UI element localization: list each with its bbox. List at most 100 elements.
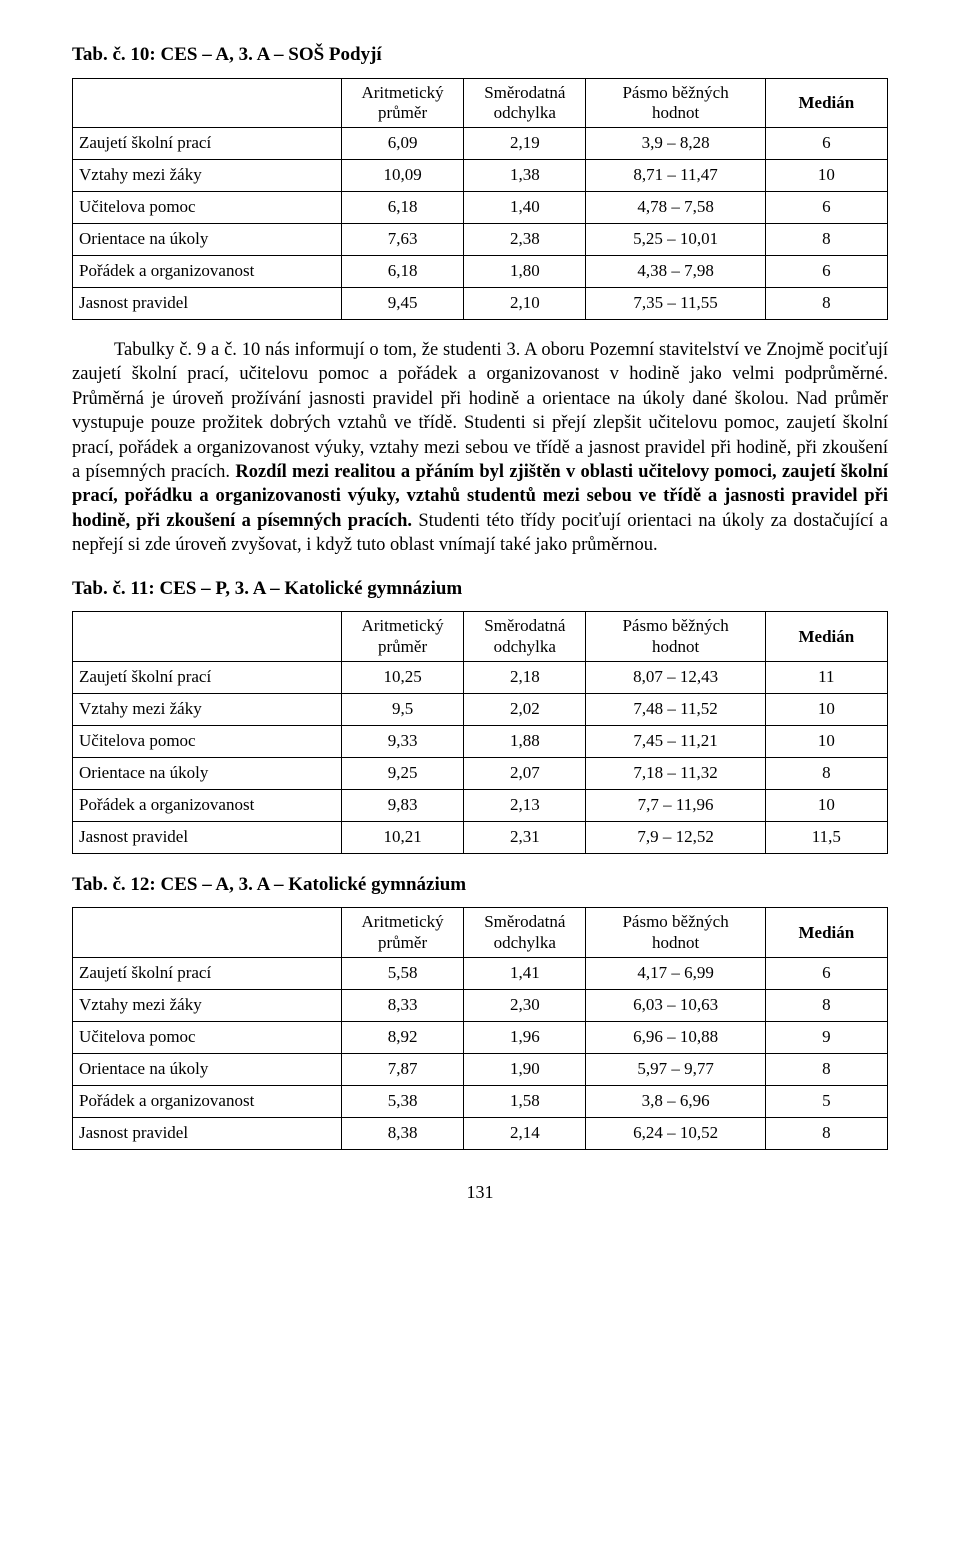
cell-value: 7,7 – 11,96 <box>586 789 765 821</box>
cell-value: 4,78 – 7,58 <box>586 192 765 224</box>
cell-value: 2,13 <box>464 789 586 821</box>
cell-value: 1,80 <box>464 256 586 288</box>
cell-value: 7,9 – 12,52 <box>586 821 765 853</box>
cell-value: 10 <box>765 789 887 821</box>
cell-value: 10 <box>765 694 887 726</box>
cell-value: 9,25 <box>341 757 463 789</box>
cell-value: 5,25 – 10,01 <box>586 224 765 256</box>
table2: AritmetickýprůměrSměrodatnáodchylkaPásmo… <box>72 611 888 853</box>
cell-value: 10,25 <box>341 662 463 694</box>
table-row: Pořádek a organizovanost6,181,804,38 – 7… <box>73 256 888 288</box>
table-row: Zaujetí školní prací10,252,188,07 – 12,4… <box>73 662 888 694</box>
cell-value: 8,92 <box>341 1022 463 1054</box>
table-header-col: Směrodatnáodchylka <box>464 78 586 128</box>
cell-value: 10,09 <box>341 160 463 192</box>
cell-value: 3,8 – 6,96 <box>586 1085 765 1117</box>
row-label: Učitelova pomoc <box>73 192 342 224</box>
cell-value: 10 <box>765 160 887 192</box>
cell-value: 4,17 – 6,99 <box>586 958 765 990</box>
cell-value: 7,48 – 11,52 <box>586 694 765 726</box>
row-label: Orientace na úkoly <box>73 224 342 256</box>
table-header-blank <box>73 78 342 128</box>
cell-value: 6 <box>765 958 887 990</box>
row-label: Vztahy mezi žáky <box>73 694 342 726</box>
row-label: Jasnost pravidel <box>73 1117 342 1149</box>
table-row: Zaujetí školní prací5,581,414,17 – 6,996 <box>73 958 888 990</box>
page-number: 131 <box>72 1180 888 1204</box>
table-header-col: Pásmo běžnýchhodnot <box>586 78 765 128</box>
table-row: Jasnost pravidel10,212,317,9 – 12,5211,5 <box>73 821 888 853</box>
table-row: Pořádek a organizovanost5,381,583,8 – 6,… <box>73 1085 888 1117</box>
table-header-blank <box>73 612 342 662</box>
cell-value: 5 <box>765 1085 887 1117</box>
table-header-col: Medián <box>765 908 887 958</box>
cell-value: 9 <box>765 1022 887 1054</box>
table-row: Pořádek a organizovanost9,832,137,7 – 11… <box>73 789 888 821</box>
row-label: Pořádek a organizovanost <box>73 256 342 288</box>
table-header-col: Aritmetickýprůměr <box>341 78 463 128</box>
cell-value: 2,19 <box>464 128 586 160</box>
cell-value: 6,24 – 10,52 <box>586 1117 765 1149</box>
cell-value: 9,33 <box>341 726 463 758</box>
row-label: Jasnost pravidel <box>73 288 342 320</box>
table2-title: Tab. č. 11: CES – P, 3. A – Katolické gy… <box>72 576 888 602</box>
cell-value: 1,90 <box>464 1053 586 1085</box>
row-label: Orientace na úkoly <box>73 1053 342 1085</box>
cell-value: 3,9 – 8,28 <box>586 128 765 160</box>
cell-value: 2,10 <box>464 288 586 320</box>
row-label: Učitelova pomoc <box>73 1022 342 1054</box>
table-row: Učitelova pomoc9,331,887,45 – 11,2110 <box>73 726 888 758</box>
table1-title: Tab. č. 10: CES – A, 3. A – SOŠ Podyjí <box>72 42 888 68</box>
cell-value: 5,97 – 9,77 <box>586 1053 765 1085</box>
cell-value: 2,38 <box>464 224 586 256</box>
cell-value: 7,18 – 11,32 <box>586 757 765 789</box>
table-row: Orientace na úkoly7,632,385,25 – 10,018 <box>73 224 888 256</box>
table-header-blank <box>73 908 342 958</box>
row-label: Pořádek a organizovanost <box>73 1085 342 1117</box>
analysis-paragraph: Tabulky č. 9 a č. 10 nás informují o tom… <box>72 338 888 558</box>
cell-value: 4,38 – 7,98 <box>586 256 765 288</box>
cell-value: 6 <box>765 128 887 160</box>
cell-value: 1,96 <box>464 1022 586 1054</box>
cell-value: 6 <box>765 256 887 288</box>
table-header-col: Aritmetickýprůměr <box>341 908 463 958</box>
table-header-col: Pásmo běžnýchhodnot <box>586 612 765 662</box>
cell-value: 8 <box>765 757 887 789</box>
row-label: Vztahy mezi žáky <box>73 160 342 192</box>
cell-value: 6,03 – 10,63 <box>586 990 765 1022</box>
table-row: Učitelova pomoc6,181,404,78 – 7,586 <box>73 192 888 224</box>
cell-value: 2,18 <box>464 662 586 694</box>
table-header-col: Směrodatnáodchylka <box>464 908 586 958</box>
row-label: Zaujetí školní prací <box>73 128 342 160</box>
table-row: Jasnost pravidel9,452,107,35 – 11,558 <box>73 288 888 320</box>
cell-value: 10,21 <box>341 821 463 853</box>
cell-value: 8,33 <box>341 990 463 1022</box>
cell-value: 5,58 <box>341 958 463 990</box>
table-row: Vztahy mezi žáky8,332,306,03 – 10,638 <box>73 990 888 1022</box>
cell-value: 1,40 <box>464 192 586 224</box>
cell-value: 6,18 <box>341 192 463 224</box>
cell-value: 11,5 <box>765 821 887 853</box>
table3-title: Tab. č. 12: CES – A, 3. A – Katolické gy… <box>72 872 888 898</box>
table-row: Vztahy mezi žáky9,52,027,48 – 11,5210 <box>73 694 888 726</box>
row-label: Jasnost pravidel <box>73 821 342 853</box>
table-header-col: Pásmo běžnýchhodnot <box>586 908 765 958</box>
row-label: Učitelova pomoc <box>73 726 342 758</box>
para-seg1: Tabulky č. 9 a č. 10 nás informují o tom… <box>72 340 888 482</box>
cell-value: 8 <box>765 1053 887 1085</box>
cell-value: 2,07 <box>464 757 586 789</box>
cell-value: 2,14 <box>464 1117 586 1149</box>
cell-value: 8 <box>765 1117 887 1149</box>
table-row: Učitelova pomoc8,921,966,96 – 10,889 <box>73 1022 888 1054</box>
table-row: Orientace na úkoly7,871,905,97 – 9,778 <box>73 1053 888 1085</box>
cell-value: 7,87 <box>341 1053 463 1085</box>
table-header-col: Medián <box>765 78 887 128</box>
row-label: Pořádek a organizovanost <box>73 789 342 821</box>
cell-value: 7,35 – 11,55 <box>586 288 765 320</box>
cell-value: 1,41 <box>464 958 586 990</box>
table-row: Vztahy mezi žáky10,091,388,71 – 11,4710 <box>73 160 888 192</box>
cell-value: 11 <box>765 662 887 694</box>
cell-value: 8,38 <box>341 1117 463 1149</box>
cell-value: 8,07 – 12,43 <box>586 662 765 694</box>
row-label: Orientace na úkoly <box>73 757 342 789</box>
